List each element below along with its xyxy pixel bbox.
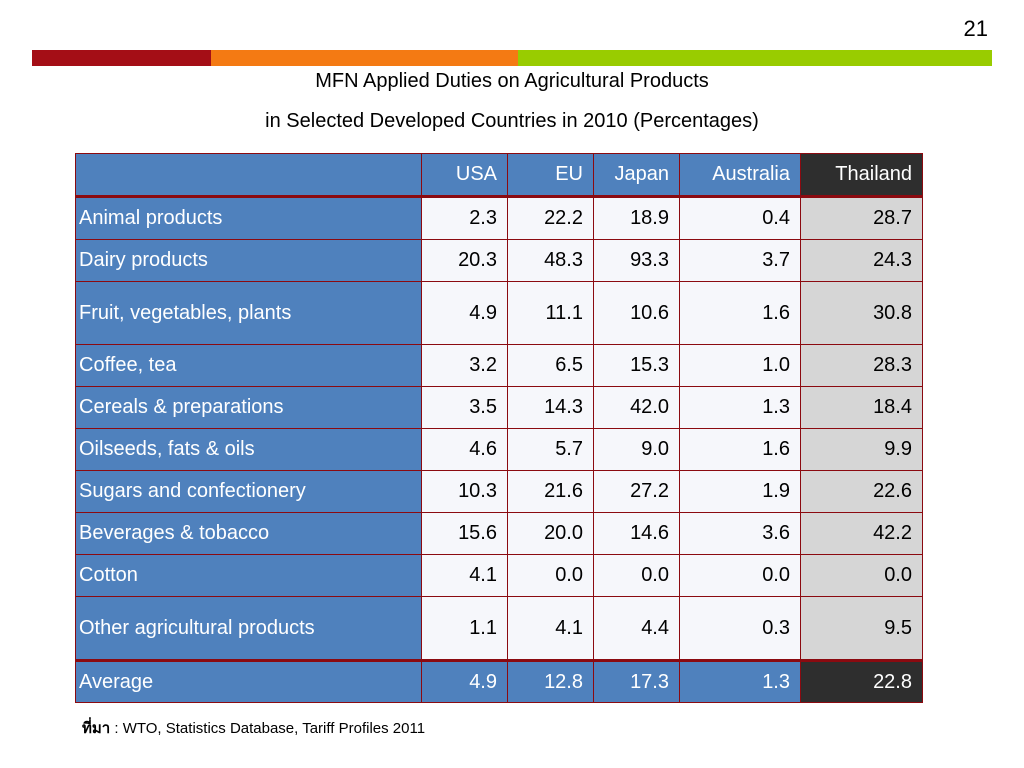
table-cell: 4.6 (421, 428, 508, 471)
table-cell: 3.7 (679, 239, 801, 282)
table-row: Other agricultural products 1.1 4.1 4.4 0.3 9… (75, 596, 923, 661)
row-label: Average (75, 659, 422, 703)
table-cell: 21.6 (507, 470, 594, 513)
table-cell: 93.3 (593, 239, 680, 282)
table-cell: 15.3 (593, 344, 680, 387)
table-cell: 11.1 (507, 281, 594, 345)
table-cell: 4.9 (421, 659, 508, 703)
table-cell: 4.1 (507, 596, 594, 661)
table-cell: 2.3 (421, 196, 508, 240)
table-cell: 4.4 (593, 596, 680, 661)
page-number: 21 (963, 16, 988, 41)
table-cell: 1.1 (421, 596, 508, 661)
header-cell-japan: Japan (593, 153, 680, 198)
table-cell: 28.3 (800, 344, 923, 387)
table-cell: 5.7 (507, 428, 594, 471)
header-color-stripe (32, 50, 992, 66)
header-cell-eu: EU (507, 153, 594, 198)
table-cell: 42.0 (593, 386, 680, 429)
duties-table: USA EU Japan Australia Thailand Animal p… (75, 153, 923, 703)
average-row: Average 4.9 12.8 17.3 1.3 22.8 (75, 659, 923, 703)
table-row: Sugars and confectionery 10.3 21.6 27.2 1.9 2… (75, 470, 923, 513)
table-cell: 6.5 (507, 344, 594, 387)
table-cell: 1.0 (679, 344, 801, 387)
header-cell-australia: Australia (679, 153, 801, 198)
title-line-2: in Selected Developed Countries in 2010 … (265, 110, 759, 132)
table-cell: 3.2 (421, 344, 508, 387)
table-cell: 0.0 (507, 554, 594, 597)
table-cell: 3.6 (679, 512, 801, 555)
table-cell: 20.3 (421, 239, 508, 282)
table-cell: 4.1 (421, 554, 508, 597)
header-cell (75, 153, 422, 198)
table-row: Coffee, tea 3.2 6.5 15.3 1.0 28.3 (75, 344, 923, 387)
row-label: Sugars and confectionery (75, 470, 422, 513)
source-note: ที่มา : WTO, Statistics Database, Tariff… (82, 716, 425, 740)
table-cell: 1.6 (679, 428, 801, 471)
row-label: Coffee, tea (75, 344, 422, 387)
table-cell: 9.0 (593, 428, 680, 471)
table-cell: 27.2 (593, 470, 680, 513)
table-cell: 18.4 (800, 386, 923, 429)
table-cell: 12.8 (507, 659, 594, 703)
table-cell: 0.0 (593, 554, 680, 597)
table-cell: 3.5 (421, 386, 508, 429)
table-row: Cotton 4.1 0.0 0.0 0.0 0.0 (75, 554, 923, 597)
table-row: Cereals & preparations 3.5 14.3 42.0 1.3 18.4 (75, 386, 923, 429)
table-cell: 15.6 (421, 512, 508, 555)
table-cell: 0.4 (679, 196, 801, 240)
table-cell: 18.9 (593, 196, 680, 240)
row-label: Dairy products (75, 239, 422, 282)
table-cell: 0.0 (679, 554, 801, 597)
row-label: Oilseeds, fats & oils (75, 428, 422, 471)
table-cell: 9.9 (800, 428, 923, 471)
row-label: Fruit, vegetables, plants (75, 281, 422, 345)
table-cell: 14.6 (593, 512, 680, 555)
table-cell: 24.3 (800, 239, 923, 282)
table-cell: 1.3 (679, 386, 801, 429)
table-cell: 0.0 (800, 554, 923, 597)
table-cell: 30.8 (800, 281, 923, 345)
row-label: Other agricultural products (75, 596, 422, 661)
table-cell: 1.3 (679, 659, 801, 703)
table-cell: 17.3 (593, 659, 680, 703)
table-cell: 42.2 (800, 512, 923, 555)
table-row: Oilseeds, fats & oils 4.6 5.7 9.0 1.6 9.9 (75, 428, 923, 471)
row-label: Beverages & tobacco (75, 512, 422, 555)
stripe-red-segment (32, 50, 211, 66)
row-label: Cotton (75, 554, 422, 597)
stripe-orange-segment (211, 50, 518, 66)
table-row: Fruit, vegetables, plants 4.9 11.1 10.6 1.6 3… (75, 281, 923, 345)
table-cell: 9.5 (800, 596, 923, 661)
header-cell-usa: USA (421, 153, 508, 198)
table-cell: 14.3 (507, 386, 594, 429)
table-cell: 22.2 (507, 196, 594, 240)
table-cell: 48.3 (507, 239, 594, 282)
table-row: Beverages & tobacco 15.6 20.0 14.6 3.6 42.2 (75, 512, 923, 555)
source-prefix: ที่มา (82, 719, 111, 737)
table-cell: 4.9 (421, 281, 508, 345)
table-cell: 10.3 (421, 470, 508, 513)
table-cell: 1.6 (679, 281, 801, 345)
table-cell: 22.8 (800, 659, 923, 703)
table-cell: 20.0 (507, 512, 594, 555)
table-cell: 1.9 (679, 470, 801, 513)
source-text: : WTO, Statistics Database, Tariff Profi… (110, 720, 426, 737)
table-header-row: USA EU Japan Australia Thailand (75, 153, 923, 198)
table-cell: 22.6 (800, 470, 923, 513)
table-row: Animal products 2.3 22.2 18.9 0.4 28.7 (75, 196, 923, 240)
table-cell: 10.6 (593, 281, 680, 345)
table-cell: 0.3 (679, 596, 801, 661)
header-cell-thailand: Thailand (800, 153, 923, 198)
table-row: Dairy products 20.3 48.3 93.3 3.7 24.3 (75, 239, 923, 282)
title-line-1: MFN Applied Duties on Agricultural Produ… (315, 70, 709, 92)
stripe-green-segment (518, 50, 992, 66)
row-label: Cereals & preparations (75, 386, 422, 429)
table-cell: 28.7 (800, 196, 923, 240)
row-label: Animal products (75, 196, 422, 240)
